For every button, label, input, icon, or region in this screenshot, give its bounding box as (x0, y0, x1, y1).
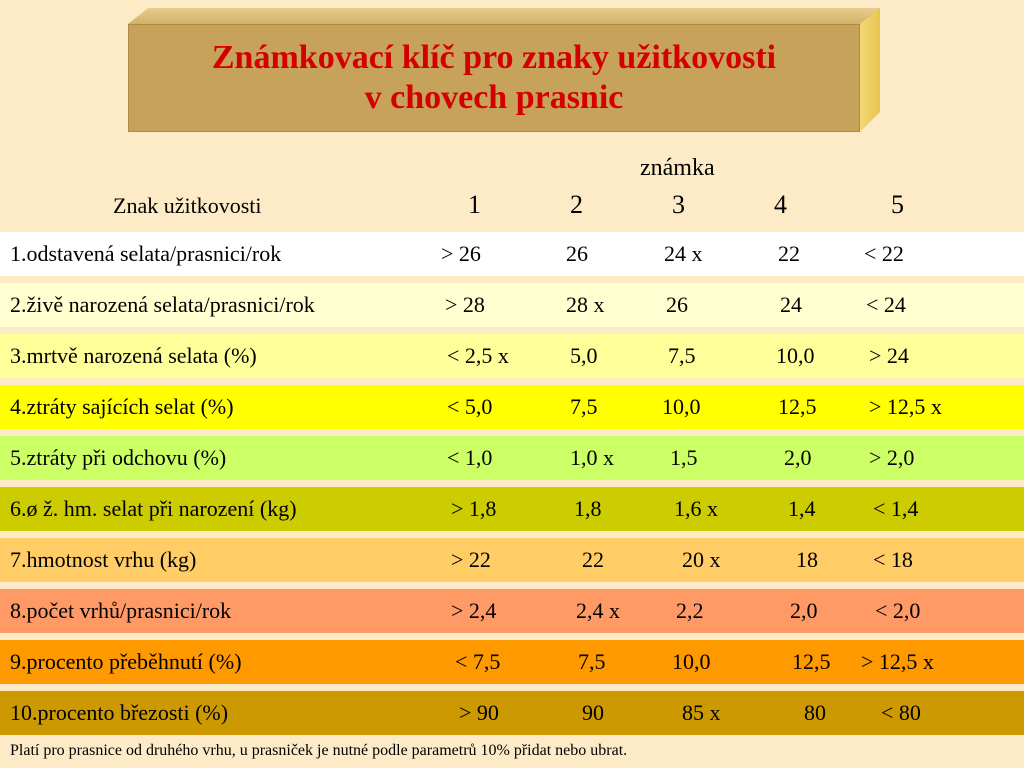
table-row: 10.procento březosti (%) > 90 90 85 x 80 < 80 (0, 691, 1024, 735)
grade-5-header: 5 (891, 190, 904, 219)
table-header-band (0, 178, 1024, 228)
trait-label: 5.ztráty při odchovu (%) (10, 445, 227, 470)
grade-1-value: > 26 (441, 241, 481, 266)
title-box-top-face (128, 8, 880, 24)
grade-4-value: 10,0 (776, 343, 815, 368)
grade-5-value: < 80 (881, 700, 921, 725)
grade-3-value: 20 x (682, 547, 721, 572)
page-title: Známkovací klíč pro znaky užitkovosti v … (128, 38, 860, 118)
grade-2-value: 22 (582, 547, 604, 572)
title-line-1: Známkovací klíč pro znaky užitkovosti (211, 39, 777, 76)
grade-2-value: 28 x (566, 292, 605, 317)
grade-5-value: > 2,0 (869, 445, 915, 470)
table-row: 7.hmotnost vrhu (kg) > 22 22 20 x 18 < 18 (0, 538, 1024, 582)
grade-5-value: > 24 (869, 343, 909, 368)
grade-3-value: 10,0 (672, 649, 711, 674)
grade-2-value: 1,0 x (570, 445, 614, 470)
table-row: 2.živě narozená selata/prasnici/rok > 28 2… (0, 283, 1024, 327)
grade-header: známka (640, 155, 715, 181)
grade-2-header: 2 (570, 190, 583, 219)
grade-3-value: 85 x (682, 700, 721, 725)
trait-label: 8.počet vrhů/prasnici/rok (10, 598, 232, 623)
grade-4-value: 12,5 (792, 649, 831, 674)
trait-label: 4.ztráty sajících selat (%) (10, 394, 234, 419)
grade-3-value: 24 x (664, 241, 703, 266)
trait-label: 1.odstavená selata/prasnici/rok (10, 241, 282, 266)
grade-4-value: 22 (778, 241, 800, 266)
trait-label: 9.procento přeběhnutí (%) (10, 649, 242, 674)
grade-1-value: < 7,5 (455, 649, 501, 674)
grade-4-value: 18 (796, 547, 818, 572)
grade-1-value: > 2,4 (451, 598, 497, 623)
grade-4-header: 4 (774, 190, 787, 219)
grade-3-value: 1,6 x (674, 496, 718, 521)
grade-4-value: 24 (780, 292, 802, 317)
grade-1-header: 1 (468, 190, 481, 219)
table-row: 4.ztráty sajících selat (%) < 5,0 7,5 10,0 1… (0, 385, 1024, 429)
trait-label: 6.ø ž. hm. selat při narození (kg) (10, 496, 297, 521)
grade-1-value: < 5,0 (447, 394, 493, 419)
grade-4-value: 2,0 (784, 445, 812, 470)
table-row: 8.počet vrhů/prasnici/rok > 2,4 2,4 x 2,2 2,… (0, 589, 1024, 633)
grade-3-value: 10,0 (662, 394, 701, 419)
trait-label: 2.živě narozená selata/prasnici/rok (10, 292, 315, 317)
table-row: 5.ztráty při odchovu (%) < 1,0 1,0 x 1,5 2,0… (0, 436, 1024, 480)
grade-1-value: < 1,0 (447, 445, 493, 470)
grade-5-value: < 24 (866, 292, 906, 317)
grade-5-value: < 22 (864, 241, 904, 266)
grade-4-value: 12,5 (778, 394, 817, 419)
grade-2-value: 2,4 x (576, 598, 620, 623)
title-box-side-face (860, 8, 880, 132)
title-line-2: v chovech prasnic (364, 79, 624, 116)
grade-4-value: 2,0 (790, 598, 818, 623)
trait-column-header: Znak užitkovosti (113, 193, 262, 218)
table-row: 9.procento přeběhnutí (%) < 7,5 7,5 10,0 12,… (0, 640, 1024, 684)
grade-2-value: 7,5 (578, 649, 606, 674)
grade-2-value: 1,8 (574, 496, 602, 521)
table-row: 3.mrtvě narozená selata (%) < 2,5 x 5,0 7,5… (0, 334, 1024, 378)
grade-2-value: 5,0 (570, 343, 598, 368)
grade-3-value: 2,2 (676, 598, 704, 623)
grade-5-value: > 12,5 x (869, 394, 942, 419)
grade-3-value: 1,5 (670, 445, 698, 470)
grade-2-value: 7,5 (570, 394, 598, 419)
grade-5-value: < 18 (873, 547, 913, 572)
grade-4-value: 1,4 (788, 496, 816, 521)
grade-2-value: 26 (566, 241, 588, 266)
grade-1-value: > 22 (451, 547, 491, 572)
grade-5-value: > 12,5 x (861, 649, 934, 674)
grade-3-header: 3 (672, 190, 685, 219)
trait-label: 7.hmotnost vrhu (kg) (10, 547, 197, 572)
grade-1-value: > 90 (459, 700, 499, 725)
grade-3-value: 7,5 (668, 343, 696, 368)
trait-label: 10.procento březosti (%) (10, 700, 229, 725)
grade-2-value: 90 (582, 700, 604, 725)
footnote: Platí pro prasnice od druhého vrhu, u pr… (10, 742, 628, 759)
table-row: 1.odstavená selata/prasnici/rok > 26 26 24 … (0, 232, 1024, 276)
grade-1-value: < 2,5 x (447, 343, 509, 368)
table-row: 6.ø ž. hm. selat při narození (kg) > 1,8 1… (0, 487, 1024, 531)
title-box (128, 24, 860, 132)
grade-1-value: > 1,8 (451, 496, 497, 521)
grade-5-value: < 1,4 (873, 496, 919, 521)
grade-5-value: < 2,0 (875, 598, 921, 623)
trait-label: 3.mrtvě narozená selata (%) (10, 343, 257, 368)
grade-4-value: 80 (804, 700, 826, 725)
grade-1-value: > 28 (445, 292, 485, 317)
grade-3-value: 26 (666, 292, 688, 317)
